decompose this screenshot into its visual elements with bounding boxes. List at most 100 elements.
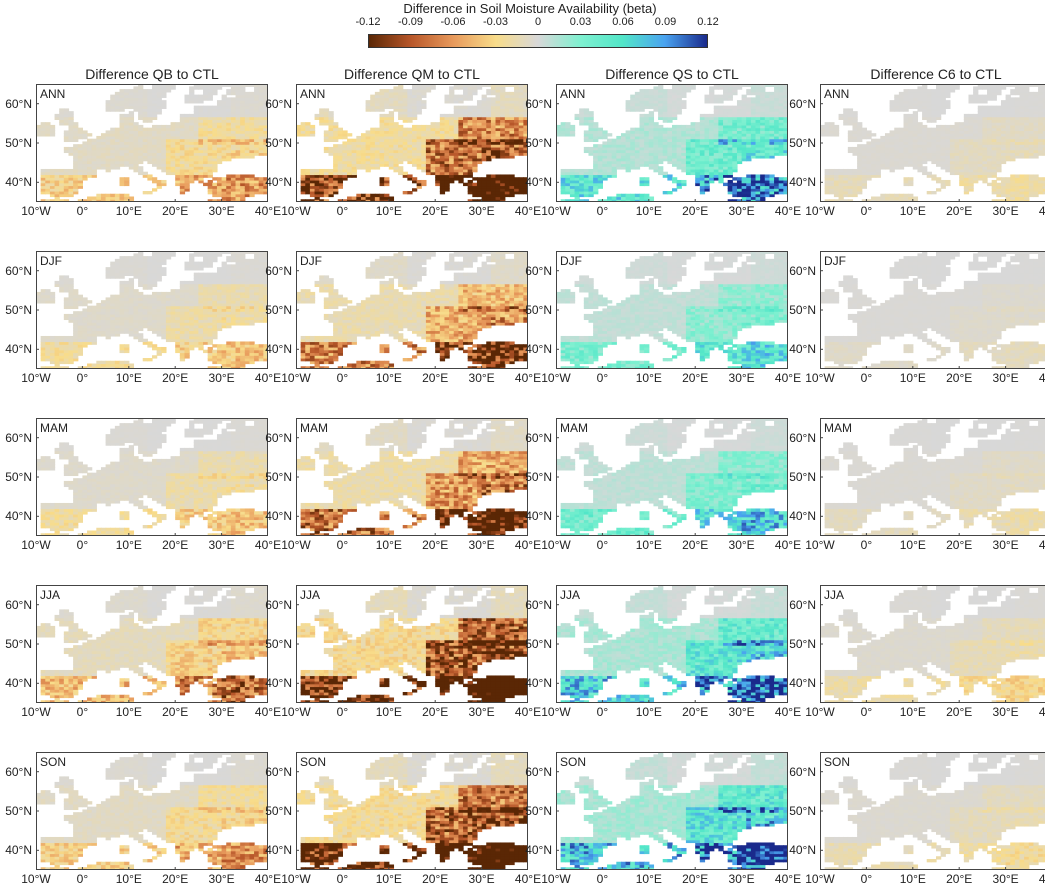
grid-cell <box>704 188 710 192</box>
grid-cell <box>230 111 237 115</box>
grid-cell <box>347 141 353 145</box>
grid-cell <box>430 130 436 134</box>
grid-cell <box>249 133 255 137</box>
grid-cell <box>388 144 395 148</box>
grid-cell <box>309 182 316 187</box>
grid-cell <box>509 100 515 104</box>
grid-cell <box>704 160 710 165</box>
grid-cell <box>398 105 404 109</box>
grid-cell <box>68 188 74 192</box>
grid-cell <box>718 97 724 101</box>
grid-cell <box>147 152 153 156</box>
grid-cell <box>908 193 914 198</box>
grid-cell <box>328 185 334 189</box>
grid-cell <box>402 135 408 140</box>
grid-cell <box>161 182 167 187</box>
grid-cell <box>179 133 186 137</box>
grid-cell <box>588 146 594 151</box>
grid-cell <box>407 146 413 151</box>
grid-cell <box>393 157 399 162</box>
grid-cell <box>365 149 371 154</box>
grid-cell <box>936 100 942 104</box>
grid-cell <box>490 113 497 118</box>
grid-cell <box>518 152 524 156</box>
grid-cell <box>147 111 153 115</box>
grid-cell <box>968 171 974 176</box>
grid-cell <box>861 146 867 151</box>
grid-cell <box>486 188 492 192</box>
grid-cell <box>216 152 223 156</box>
grid-cell <box>138 138 144 143</box>
x-tick-label: 10°E <box>636 204 662 218</box>
grid-cell <box>625 168 631 173</box>
grid-cell <box>898 135 905 140</box>
grid-cell <box>523 149 528 154</box>
grid-cell <box>59 190 65 195</box>
grid-cell <box>755 86 761 90</box>
grid-cell <box>681 91 687 96</box>
grid-cell <box>523 105 528 109</box>
grid-cell <box>977 86 983 90</box>
grid-cell <box>467 157 473 162</box>
grid-cell <box>240 100 246 104</box>
grid-cell <box>323 193 330 198</box>
grid-cell <box>987 94 993 98</box>
grid-cell <box>365 155 371 159</box>
grid-cell <box>384 127 390 132</box>
grid-cell <box>936 89 942 93</box>
grid-cell <box>982 100 988 104</box>
grid-cell <box>736 193 743 198</box>
grid-cell <box>379 97 385 101</box>
grid-cell <box>852 119 858 123</box>
grid-cell <box>755 185 761 189</box>
grid-cell <box>370 155 376 159</box>
grid-cell <box>713 122 719 126</box>
grid-cell <box>991 160 997 165</box>
grid-cell <box>156 152 162 156</box>
grid-cell <box>945 84 951 87</box>
grid-cell <box>398 108 404 112</box>
grid-cell <box>333 146 339 151</box>
grid-cell <box>449 89 455 93</box>
grid-cell <box>87 138 93 143</box>
grid-cell <box>903 193 909 198</box>
grid-cell <box>337 155 343 159</box>
grid-cell <box>45 199 51 202</box>
grid-cell <box>778 97 784 101</box>
grid-cell <box>179 174 186 178</box>
grid-cell <box>421 141 427 145</box>
grid-cell <box>639 113 645 118</box>
grid-cell <box>416 157 422 162</box>
grid-cell <box>105 168 111 173</box>
grid-cell <box>648 149 655 154</box>
grid-cell <box>954 138 960 143</box>
grid-cell <box>588 124 594 129</box>
grid-cell <box>778 113 784 118</box>
grid-cell <box>746 130 752 134</box>
grid-cell <box>940 155 946 159</box>
grid-cell <box>100 144 107 148</box>
grid-cell <box>263 152 268 156</box>
grid-cell <box>616 152 622 156</box>
grid-cell <box>949 84 956 87</box>
grid-cell <box>425 144 432 148</box>
grid-cell <box>996 119 1002 123</box>
grid-cell <box>588 190 594 195</box>
grid-cell <box>444 168 450 173</box>
grid-cell <box>732 119 738 123</box>
grid-cell <box>258 100 264 104</box>
grid-cell <box>230 155 237 159</box>
grid-cell <box>221 124 227 129</box>
grid-cell <box>458 138 464 143</box>
grid-cell <box>736 127 743 132</box>
grid-cell <box>574 185 580 189</box>
grid-cell <box>495 199 501 202</box>
grid-cell <box>704 135 710 140</box>
grid-cell <box>193 108 199 112</box>
grid-cell <box>165 146 172 151</box>
grid-cell <box>319 111 325 115</box>
grid-cell <box>653 122 659 126</box>
grid-cell <box>430 144 436 148</box>
grid-cell <box>727 86 733 90</box>
grid-cell <box>857 160 863 165</box>
